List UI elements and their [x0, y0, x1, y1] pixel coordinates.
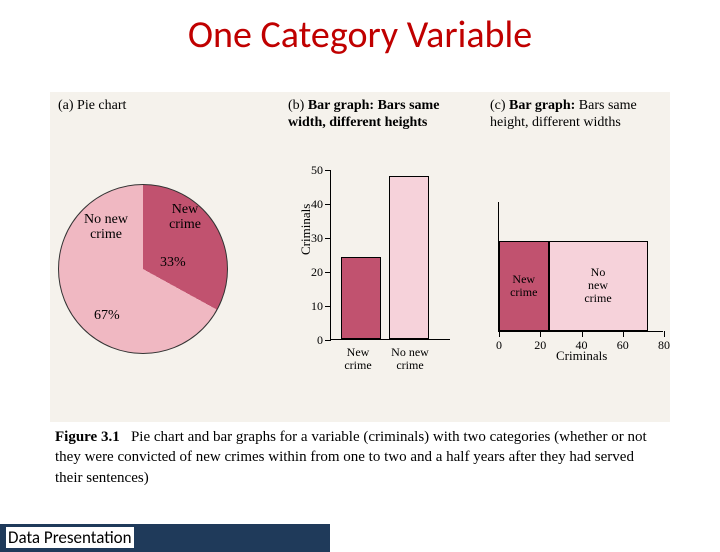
caption-text: Pie chart and bar graphs for a variable … — [55, 429, 647, 486]
bar-b-axes: 01020304050 — [330, 170, 450, 340]
footer-label: Data Presentation — [6, 527, 134, 548]
bar-c-bar: Newcrime — [499, 241, 549, 331]
panel-a-prefix: (a) — [58, 98, 74, 113]
panel-b-name: Bar graph: — [308, 98, 374, 113]
bar-c-xlabel: Criminals — [556, 348, 607, 364]
panel-c-prefix: (c) — [490, 98, 506, 113]
bar-b-bar — [341, 257, 381, 339]
page-title: One Category Variable — [0, 12, 720, 58]
pie-slice-label-1: New crime — [160, 202, 210, 233]
pie-slice-label-0: No new crime — [76, 212, 136, 243]
panel-a-label: (a) Pie chart — [58, 98, 126, 114]
pie-pct-0: 67% — [94, 308, 120, 323]
bar-chart-b: Criminals 01020304050 Newcrime No newcri… — [300, 170, 450, 380]
figure-number: Figure 3.1 — [55, 429, 120, 445]
figure-panel: (a) Pie chart (b) Bar graph: Bars same w… — [50, 92, 670, 422]
bar-chart-c: NewcrimeNonewcrime020406080 Criminals — [488, 202, 668, 372]
bar-b-xlabel-1: No newcrime — [384, 346, 436, 372]
panel-a-name: Pie chart — [77, 98, 126, 113]
bar-c-bar: Nonewcrime — [549, 241, 648, 331]
panel-b-prefix: (b) — [288, 98, 304, 113]
bar-b-bar — [389, 176, 429, 339]
bar-c-axes: NewcrimeNonewcrime020406080 — [498, 202, 663, 332]
panel-c-name: Bar graph: — [509, 98, 575, 113]
bar-b-xlabel-0: Newcrime — [336, 346, 380, 372]
panel-c-label: (c) Bar graph: Bars same height, differe… — [490, 98, 670, 132]
figure-caption: Figure 3.1 Pie chart and bar graphs for … — [55, 427, 665, 488]
panel-b-label: (b) Bar graph: Bars same width, differen… — [288, 98, 448, 132]
pie-pct-1: 33% — [160, 255, 186, 270]
